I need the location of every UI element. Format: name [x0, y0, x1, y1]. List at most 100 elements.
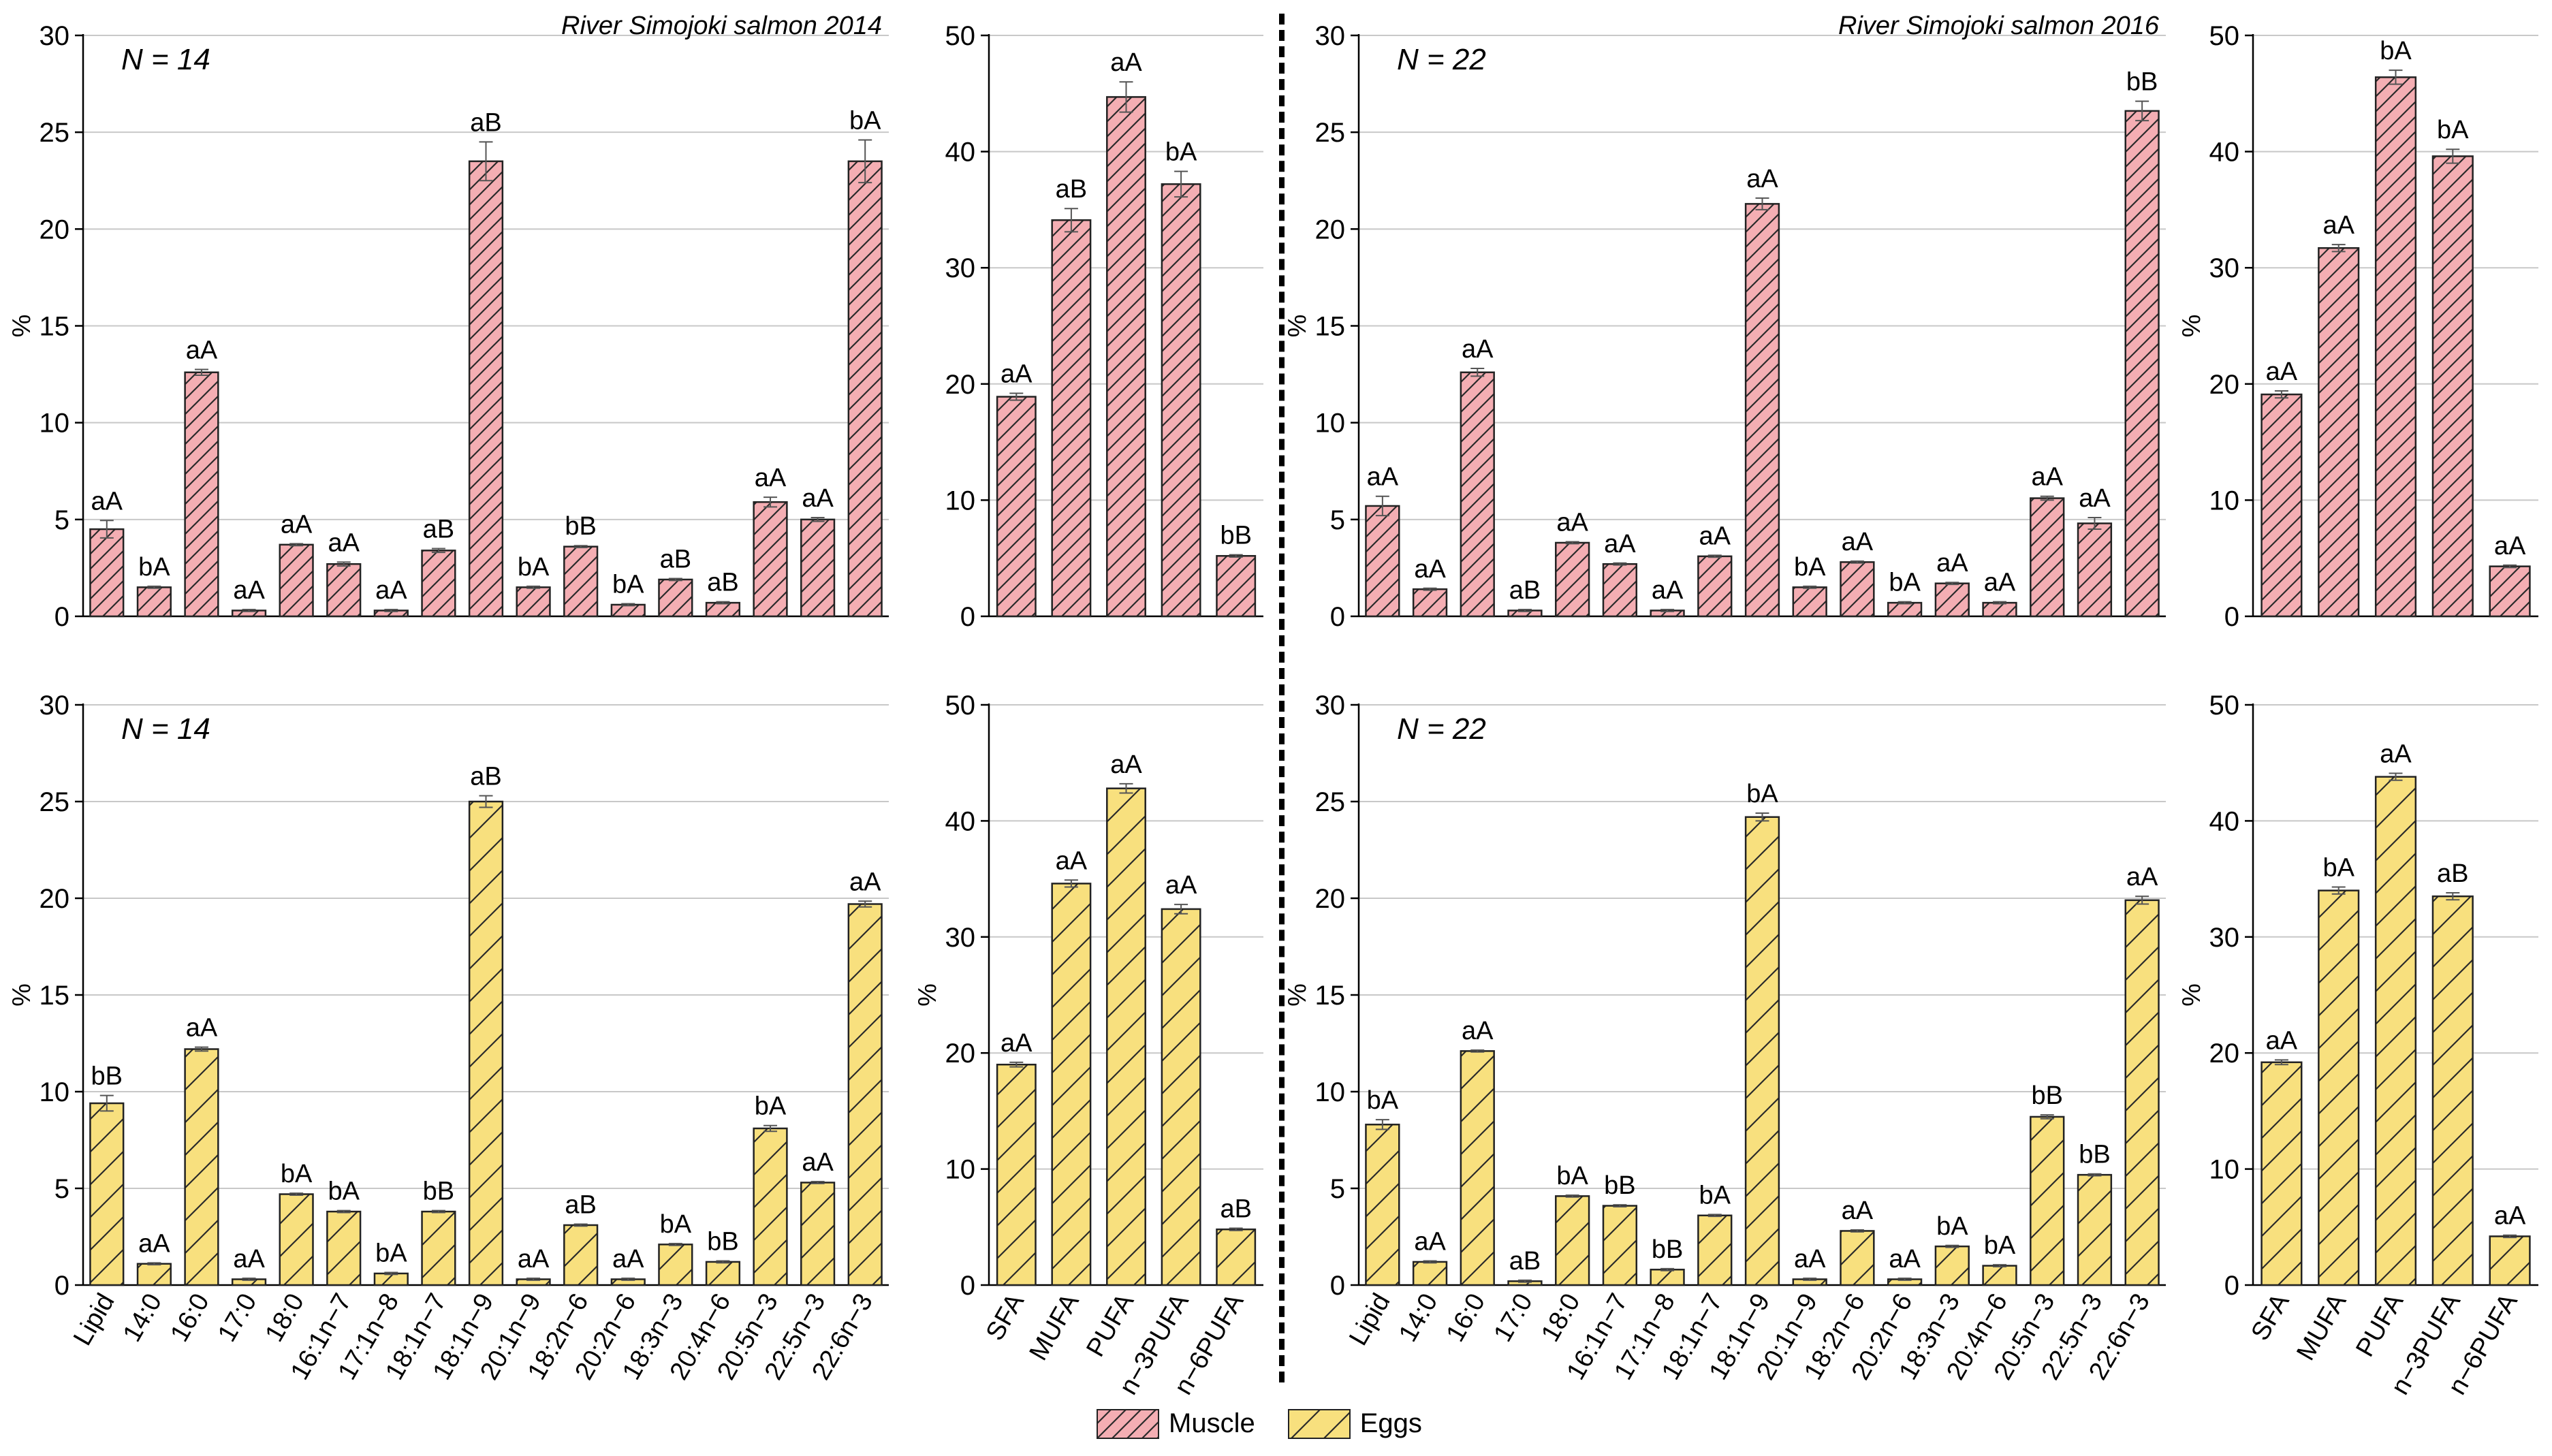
y-axis-label: % [1283, 983, 1312, 1007]
significance-label: aA [2494, 1202, 2526, 1231]
x-tick-label: PUFA [1081, 1288, 1139, 1362]
legend-item-muscle: Muscle [1097, 1408, 1255, 1439]
x-tick-label: SFA [981, 1288, 1030, 1346]
bar [1982, 601, 2017, 618]
significance-label: bB [423, 1177, 454, 1206]
significance-label: aA [1056, 846, 1088, 875]
significance-label: aA [1414, 555, 1446, 584]
significance-label: bB [707, 1228, 738, 1256]
y-axis-label: % [2177, 315, 2206, 338]
bar [373, 1272, 409, 1286]
y-tick-label: 0 [2224, 1271, 2239, 1301]
significance-label: aA [612, 1245, 644, 1273]
bar [2374, 776, 2417, 1286]
y-tick-label: 30 [945, 923, 976, 953]
y-tick-label: 10 [1315, 409, 1346, 439]
bar [2489, 565, 2531, 618]
bar [184, 371, 219, 618]
y-tick-label: 20 [40, 884, 70, 914]
n-label: N = 14 [121, 712, 210, 746]
bar [2124, 110, 2160, 618]
x-tick-label: 14:0 [1393, 1289, 1443, 1347]
significance-label: bA [612, 571, 644, 599]
bar [1555, 541, 1590, 618]
significance-label: aA [375, 576, 407, 605]
significance-label: aA [1842, 528, 1874, 556]
significance-label: aA [138, 1229, 170, 1258]
y-tick-label: 40 [945, 806, 976, 836]
legend-item-eggs: Eggs [1287, 1408, 1422, 1439]
significance-label: aA [2266, 358, 2298, 386]
significance-label: bB [91, 1062, 123, 1091]
significance-label: bB [2031, 1081, 2062, 1110]
significance-label: aA [802, 484, 834, 513]
bar [753, 1127, 788, 1286]
significance-label: bB [2079, 1141, 2110, 1169]
y-tick-label: 50 [2209, 21, 2240, 51]
y-tick-label: 10 [40, 409, 70, 439]
significance-label: aA [233, 1245, 265, 1273]
significance-label: bB [1604, 1171, 1635, 1200]
bar [1555, 1195, 1590, 1286]
bar [1412, 1261, 1448, 1286]
significance-label: aA [1110, 48, 1142, 77]
y-tick-label: 20 [2209, 1039, 2240, 1069]
significance-label: aA [849, 868, 881, 896]
bar [996, 396, 1037, 618]
bar [1650, 1269, 1685, 1286]
significance-label: bA [1936, 1212, 1968, 1241]
y-tick-label: 10 [2209, 486, 2240, 516]
y-tick-label: 0 [2224, 602, 2239, 632]
y-tick-label: 0 [1330, 602, 1345, 632]
significance-label: bA [1367, 1086, 1399, 1115]
significance-label: aA [1604, 530, 1636, 558]
significance-label: aA [2126, 863, 2158, 891]
y-tick-label: 30 [40, 21, 70, 51]
bar [1161, 908, 1201, 1286]
y-tick-label: 0 [960, 602, 975, 632]
y-tick-label: 0 [54, 1271, 69, 1301]
significance-label: aA [2380, 740, 2412, 769]
bar [1744, 203, 1780, 618]
y-tick-label: 40 [945, 138, 976, 168]
y-tick-label: 25 [1315, 118, 1346, 148]
x-tick-label: 16:0 [1441, 1289, 1491, 1347]
bar [1840, 561, 1875, 618]
y-tick-label: 0 [1330, 1271, 1345, 1301]
significance-label: aB [1056, 175, 1087, 204]
y-axis-label: % [2177, 983, 2206, 1007]
bar [610, 603, 646, 618]
significance-label: bA [1165, 138, 1197, 167]
panel-e2014_sum: 01020304050%aASFAaAMUFAaAPUFAaAn−3PUFAaB… [913, 691, 1263, 1399]
significance-label: aA [1746, 165, 1778, 193]
significance-label: bB [2126, 68, 2158, 97]
significance-label: aA [2494, 532, 2526, 560]
y-axis-label: % [913, 983, 942, 1007]
y-tick-label: 10 [945, 1155, 976, 1185]
significance-label: aA [1414, 1228, 1446, 1256]
y-tick-label: 20 [1315, 884, 1346, 914]
significance-label: bA [281, 1160, 313, 1188]
panel-e2014_fa: 0 5 10 15 20 25 30% bB Lipid aA 14:0 aA 16:0 aA 17:0 bA… [7, 691, 889, 1384]
y-tick-label: 30 [945, 253, 976, 283]
bar [516, 586, 551, 618]
bar [1460, 1050, 1495, 1286]
bar [800, 1182, 836, 1286]
bar [2318, 247, 2360, 618]
bar [1051, 883, 1092, 1286]
bar [136, 586, 172, 618]
y-tick-label: 20 [945, 1039, 976, 1069]
significance-label: aA [518, 1245, 550, 1273]
bar [1051, 219, 1092, 618]
panel-m2014_sum: 0 10 20 30 40 50 aA aB aA bA bB [945, 21, 1263, 632]
bar [468, 800, 504, 1286]
significance-label: aB [707, 569, 738, 597]
panel-m2016_fa: 0 5 10 15 20 25 30% aA aA aA aB aA aA aA aA aA bA aA bA aA a… [1283, 12, 2166, 632]
y-tick-label: 5 [1330, 505, 1345, 535]
bar [1982, 1265, 2017, 1286]
significance-label: aA [1556, 509, 1588, 537]
y-tick-label: 0 [960, 1271, 975, 1301]
significance-label: aB [660, 545, 691, 574]
y-tick-label: 5 [54, 505, 69, 535]
significance-label: aB [470, 762, 501, 791]
